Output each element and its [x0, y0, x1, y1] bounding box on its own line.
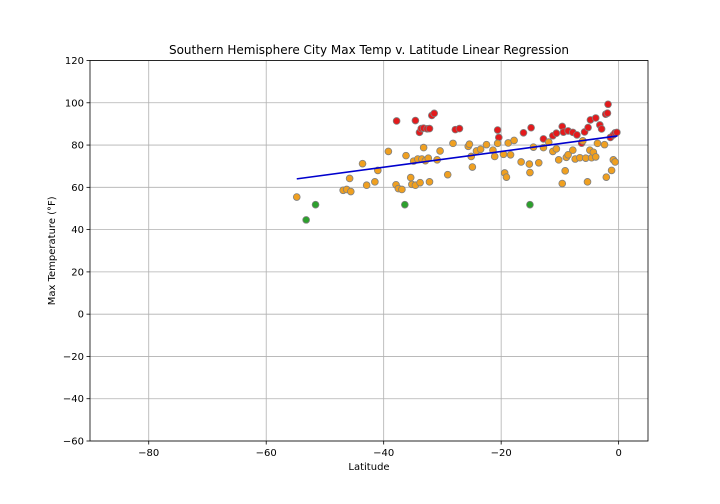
scatter-point	[517, 158, 525, 166]
scatter-point	[597, 125, 606, 133]
scatter-point	[573, 131, 581, 139]
scatter-point	[482, 140, 491, 149]
x-tick-label: −80	[138, 448, 159, 459]
scatter-point	[392, 117, 401, 125]
scatter-point	[493, 139, 502, 148]
y-tick-label: 60	[71, 183, 84, 194]
scatter-point	[476, 145, 485, 154]
scatter-point	[613, 128, 621, 137]
scatter-point	[561, 167, 569, 175]
scatter-point	[425, 124, 434, 133]
scatter-point	[554, 156, 563, 164]
scatter-point	[411, 116, 420, 125]
scatter-point	[401, 200, 409, 209]
regression-layer	[296, 135, 618, 180]
scatter-point	[552, 145, 561, 153]
scatter-point	[449, 139, 457, 148]
scatter-point	[593, 139, 602, 148]
scatter-point	[600, 140, 609, 149]
scatter-point	[406, 173, 415, 182]
scatter-point	[292, 193, 301, 201]
regression-line	[296, 135, 618, 180]
y-tick-label: 20	[71, 267, 84, 278]
scatter-point	[416, 178, 424, 187]
scatter-point	[465, 140, 474, 149]
scatter-point	[468, 163, 477, 171]
scatter-point	[425, 178, 434, 186]
scatter-point	[603, 109, 612, 117]
scatter-point	[398, 185, 406, 194]
y-tick-label: 100	[65, 98, 84, 109]
scatter-point	[602, 173, 611, 181]
scatter-point	[358, 159, 367, 168]
scatter-point	[402, 151, 410, 160]
scatter-point	[583, 178, 592, 186]
scatter-point	[526, 168, 534, 177]
y-axis-label: Max Temperature (°F)	[47, 196, 58, 305]
x-tick-label: −40	[373, 448, 394, 459]
scatter-point	[430, 109, 438, 118]
scatter-point	[384, 147, 393, 156]
scatter-point	[552, 129, 561, 138]
scatter-point	[311, 200, 320, 209]
scatter-point	[558, 179, 567, 188]
y-tick-label: −60	[63, 437, 84, 448]
scatter-point	[510, 136, 518, 145]
y-tick-label: 80	[71, 141, 84, 152]
scatter-point	[584, 123, 592, 132]
scatter-point	[455, 124, 464, 133]
scatter-point	[604, 100, 612, 109]
scatter-point	[362, 181, 371, 190]
scatter-point	[371, 178, 379, 186]
scatter-point	[525, 160, 534, 168]
y-tick-label: 40	[71, 225, 84, 236]
scatter-point	[493, 126, 502, 134]
y-tick-label: 120	[65, 56, 84, 67]
y-tick-label: −20	[63, 352, 84, 363]
scatter-point	[443, 170, 452, 179]
scatter-point	[569, 146, 577, 154]
scatter-point	[591, 153, 600, 161]
scatter-point	[502, 173, 511, 181]
scatter-point	[436, 147, 444, 155]
scatter-point	[506, 150, 515, 159]
scatter-point	[302, 216, 310, 224]
plot-frame	[89, 60, 649, 442]
scatter-point	[534, 159, 543, 167]
scatter-point	[519, 128, 528, 137]
scatter-point	[564, 150, 572, 159]
axis-ticks: −80 −60 −40 −20 0 −60 −40 −20 0 20 40 60 80 100 120	[63, 56, 622, 459]
scatter-point	[591, 114, 600, 122]
scatter-point	[611, 158, 619, 166]
chart-title: Southern Hemisphere City Max Temp v. Lat…	[169, 43, 569, 57]
x-axis-label: Latitude	[348, 462, 389, 473]
scatter-point	[490, 152, 499, 161]
scatter-point	[607, 166, 616, 175]
x-tick-label: 0	[615, 448, 621, 459]
y-tick-label: −40	[63, 394, 84, 405]
scatter-point	[526, 200, 534, 209]
x-tick-label: −20	[491, 448, 512, 459]
scatter-point	[527, 123, 535, 132]
scatter-point	[419, 143, 428, 152]
scatter-point	[346, 187, 355, 196]
data-points	[292, 100, 621, 224]
x-tick-label: −60	[256, 448, 277, 459]
scatter-point	[345, 174, 354, 183]
y-tick-label: 0	[78, 310, 84, 321]
